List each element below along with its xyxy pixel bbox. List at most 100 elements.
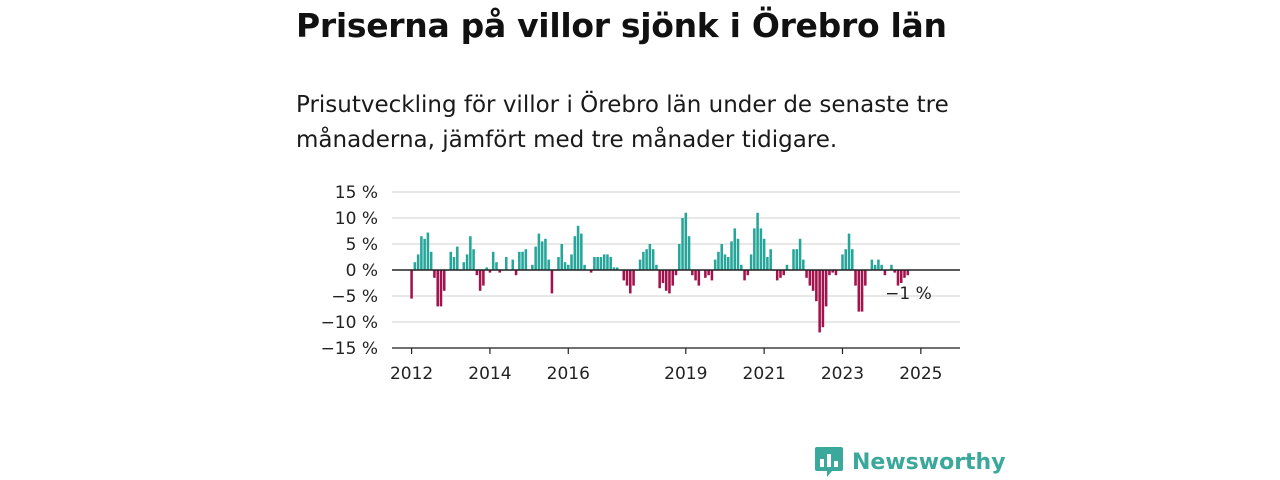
bar [567,264,570,270]
bar [442,270,446,291]
bar [599,257,603,270]
bar [906,270,910,276]
bar [824,270,828,307]
bar [740,264,743,270]
y-tick-label: 5 % [346,235,378,255]
bar [717,251,720,270]
bar [854,270,857,286]
bar [749,254,753,270]
bar [883,270,887,276]
bar [452,257,456,270]
bar [671,270,675,286]
bar [609,257,612,270]
bar [762,238,766,270]
bar [694,270,697,281]
bar [570,254,573,270]
bar [472,249,475,270]
bar [821,270,825,328]
bar [416,254,420,270]
bar [831,270,834,273]
bar [655,264,658,270]
x-tick-label: 2023 [821,364,864,384]
bar [632,270,635,286]
bar [779,270,782,278]
bar [504,257,508,270]
chart-title: Priserna på villor sjönk i Örebro län [296,6,947,45]
bar [550,270,554,294]
bar [834,270,838,276]
brand-logo: Newsworthy [814,446,1006,478]
bar [537,233,541,270]
bars [410,212,910,333]
bar [606,254,609,270]
bar [893,270,896,273]
bar [720,244,723,270]
bar [557,257,560,270]
bar [746,270,750,276]
bar [531,264,534,270]
axes [392,269,960,354]
y-tick-label: 10 % [335,209,378,229]
bar [583,264,586,270]
bar [704,270,707,278]
bar [860,270,864,312]
bar [759,228,763,270]
bar [723,254,727,270]
bar [841,254,844,270]
bar [560,244,564,270]
bar [518,251,521,270]
bar [456,246,459,270]
bar [687,236,691,270]
bar [449,251,453,270]
bar [890,264,893,270]
bar [439,270,443,307]
bar [743,270,746,281]
bar [691,270,694,276]
bar [769,249,772,270]
bar [498,270,501,273]
bar [488,270,492,273]
bar [511,259,515,270]
bar [524,249,528,270]
bar [573,236,577,270]
bar [903,270,906,278]
last-value-label: −1 % [885,284,932,304]
bar [547,259,550,270]
x-tick-label: 2019 [664,364,707,384]
bar [465,254,469,270]
bar [661,270,665,283]
bar [521,251,524,270]
bar [540,241,544,270]
bar [753,228,756,270]
bar [730,241,733,270]
bar [766,257,769,270]
y-tick-label: −15 % [321,339,378,359]
bar [681,218,684,270]
bar [873,264,877,270]
bar [811,270,815,291]
bar [495,262,498,270]
bar [642,251,645,270]
bar [645,249,648,270]
bar [795,249,799,270]
bar [726,257,730,270]
y-tick-label: −5 % [331,287,378,307]
bar [580,233,583,270]
bar [805,270,808,278]
bar [485,267,488,270]
bar [880,264,883,270]
bar [602,254,606,270]
bar [413,262,417,270]
x-tick-label: 2021 [743,364,786,384]
bar [844,249,848,270]
bar [756,212,759,270]
bar [423,238,426,270]
y-tick-label: 15 % [335,183,378,203]
brand-name: Newsworthy [852,449,1006,475]
bar [462,262,466,270]
bar [782,270,785,276]
bar [710,270,714,281]
bar [469,236,472,270]
y-tick-label: −10 % [321,313,378,333]
bar [674,270,678,276]
